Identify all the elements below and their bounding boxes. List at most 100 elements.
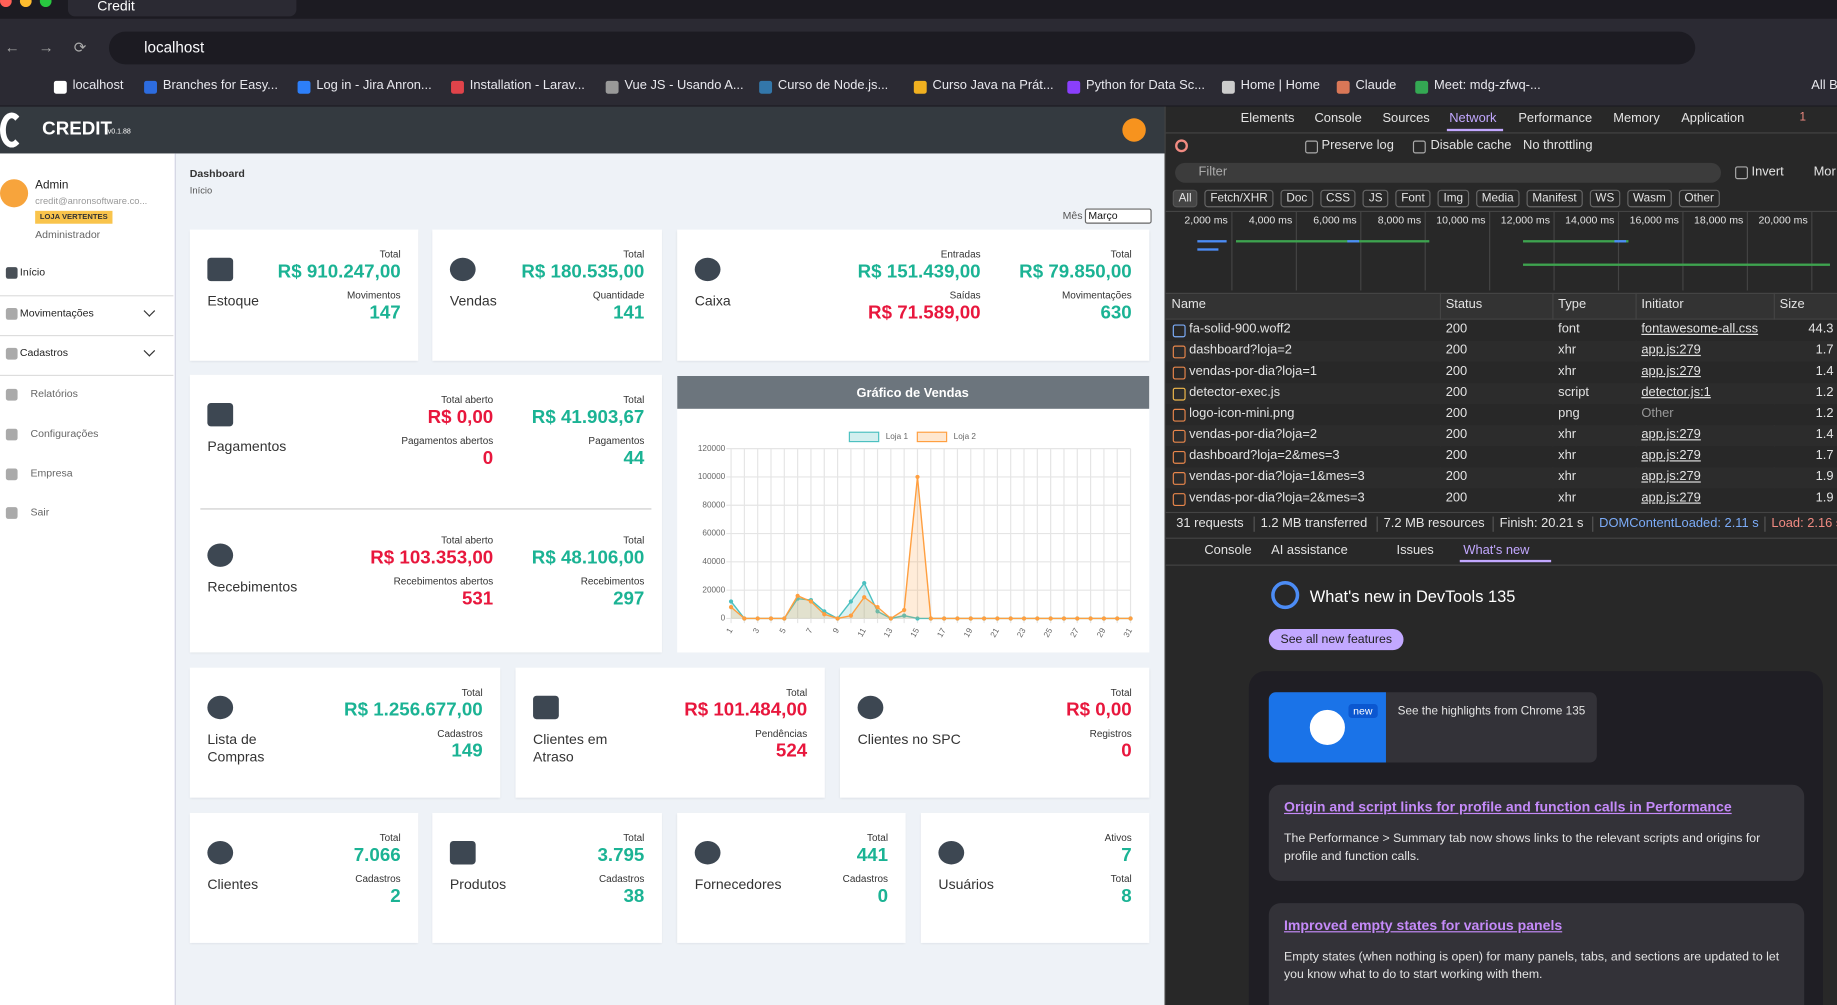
cell[interactable]: app.js:279 <box>1641 427 1701 442</box>
cell: 200 <box>1445 490 1468 505</box>
cell[interactable]: app.js:279 <box>1641 490 1701 505</box>
type-filter[interactable]: Other <box>1678 189 1720 208</box>
nav-button[interactable]: ← <box>4 38 20 57</box>
request-row[interactable] <box>1165 446 1837 468</box>
type-filter[interactable]: Font <box>1395 189 1431 208</box>
request-row[interactable] <box>1165 383 1837 405</box>
type-filter[interactable]: Manifest <box>1526 189 1583 208</box>
menu-item[interactable]: Configurações <box>30 427 99 440</box>
devtools-tab[interactable]: Performance <box>1518 111 1593 126</box>
bookmark[interactable]: Claude <box>1355 78 1397 93</box>
cell: xhr <box>1558 448 1577 463</box>
article-link[interactable]: Origin and script links for profile and … <box>1284 798 1732 816</box>
notification-icon[interactable] <box>1122 118 1146 142</box>
cell[interactable]: fontawesome-all.css <box>1641 322 1759 337</box>
bookmark[interactable]: Curso de Node.js... <box>777 78 889 93</box>
nav-button[interactable]: ⟳ <box>73 38 87 57</box>
cell[interactable]: detector.js:1 <box>1641 385 1711 400</box>
cell[interactable]: app.js:279 <box>1641 448 1701 463</box>
bookmark[interactable]: Curso Java na Prát... <box>932 78 1054 93</box>
active-tab[interactable] <box>67 0 297 17</box>
request-row[interactable] <box>1165 361 1837 384</box>
stat-value: 8 <box>1121 886 1132 907</box>
menu-item[interactable]: Movimentações <box>19 306 94 319</box>
record-button[interactable] <box>1175 139 1188 153</box>
bookmark-folder[interactable]: All B <box>1811 78 1837 93</box>
request-row[interactable] <box>1165 425 1837 447</box>
bookmark[interactable]: localhost <box>72 78 124 93</box>
menu-item[interactable]: Cadastros <box>19 346 68 359</box>
menu-item[interactable]: Sair <box>30 506 50 518</box>
devtools-tab[interactable]: Application <box>1681 111 1745 126</box>
checkbox[interactable] <box>1412 140 1426 154</box>
request-row[interactable] <box>1165 340 1837 362</box>
disable-cache[interactable]: Disable cache <box>1430 138 1512 153</box>
type-filter[interactable]: Media <box>1475 189 1520 208</box>
cell[interactable]: app.js:279 <box>1641 343 1701 358</box>
type-filter[interactable]: Img <box>1437 189 1469 208</box>
devtools-tab[interactable]: Memory <box>1613 111 1660 126</box>
point <box>1128 616 1133 621</box>
timeline-tick: 18,000 ms <box>1694 214 1744 227</box>
menu-item[interactable]: Empresa <box>30 467 73 480</box>
point <box>888 616 893 621</box>
address-bar[interactable] <box>108 31 1696 65</box>
month-select[interactable]: Março <box>1084 208 1152 224</box>
drawer-tab[interactable]: What's new <box>1463 543 1530 558</box>
summary-divider <box>1492 516 1494 532</box>
type-filter[interactable]: All <box>1172 189 1198 208</box>
type-filter[interactable]: JS <box>1362 189 1389 208</box>
nav-button[interactable]: → <box>38 38 54 57</box>
y-tick-label: 0 <box>721 614 726 623</box>
point <box>981 616 987 621</box>
bookmark[interactable]: Vue JS - Usando A... <box>624 78 744 93</box>
devtools-tab[interactable]: Console <box>1314 111 1362 126</box>
article-link[interactable]: Improved empty states for various panels <box>1284 917 1563 934</box>
drawer-tab[interactable]: AI assistance <box>1271 543 1348 558</box>
request-row[interactable] <box>1165 404 1837 426</box>
cell[interactable]: app.js:279 <box>1641 469 1701 484</box>
preserve-log[interactable]: Preserve log <box>1321 138 1394 153</box>
request-row[interactable] <box>1165 488 1837 510</box>
type-filter[interactable]: Wasm <box>1627 189 1672 208</box>
stat-value: 38 <box>623 886 645 907</box>
drawer-tab[interactable]: Issues <box>1396 543 1434 558</box>
cell: detector-exec.js <box>1189 385 1281 400</box>
checkbox[interactable] <box>1735 166 1748 180</box>
bookmark[interactable]: Python for Data Sc... <box>1086 78 1205 93</box>
type-filter[interactable]: CSS <box>1320 189 1356 208</box>
checkbox[interactable] <box>1305 140 1319 154</box>
bookmark[interactable]: Log in - Jira Anron... <box>316 78 432 93</box>
throttling[interactable]: No throttling <box>1523 138 1593 153</box>
window-button[interactable] <box>19 0 32 8</box>
url[interactable]: localhost <box>144 38 205 57</box>
bookmark-icon <box>1221 80 1235 94</box>
menu-item[interactable]: Relatórios <box>30 387 78 400</box>
devtools-tab[interactable]: Network <box>1449 111 1497 126</box>
type-filter[interactable]: Fetch/XHR <box>1204 189 1274 208</box>
y-tick-label: 20000 <box>702 585 725 594</box>
filter-input: Filter <box>1198 165 1228 180</box>
bookmark[interactable]: Meet: mdg-zfwq-... <box>1433 78 1541 93</box>
type-filter[interactable]: WS <box>1589 189 1621 208</box>
see-all-button[interactable]: See all new features <box>1268 629 1404 651</box>
cell[interactable]: app.js:279 <box>1641 364 1701 379</box>
type-filter[interactable]: Doc <box>1280 189 1314 208</box>
card-name: Recebimentos <box>207 578 298 596</box>
request-row[interactable] <box>1165 467 1837 489</box>
menu-item[interactable]: Início <box>19 265 46 278</box>
more-filters[interactable]: Mor <box>1813 165 1836 180</box>
request-row[interactable] <box>1165 319 1837 341</box>
invert[interactable]: Invert <box>1751 165 1784 180</box>
devtools-tab[interactable]: Sources <box>1382 111 1430 126</box>
card-icon <box>449 841 476 865</box>
stat-label: Recebimentos abertos <box>393 575 494 587</box>
bookmark[interactable]: Branches for Easy... <box>162 78 278 93</box>
window-button[interactable] <box>39 0 52 8</box>
bookmark[interactable]: Home | Home <box>1240 78 1320 93</box>
window-button[interactable] <box>0 0 12 8</box>
filter-box[interactable] <box>1175 162 1722 183</box>
drawer-tab[interactable]: Console <box>1204 543 1252 558</box>
devtools-tab[interactable]: Elements <box>1240 111 1295 126</box>
bookmark[interactable]: Installation - Larav... <box>469 78 585 93</box>
